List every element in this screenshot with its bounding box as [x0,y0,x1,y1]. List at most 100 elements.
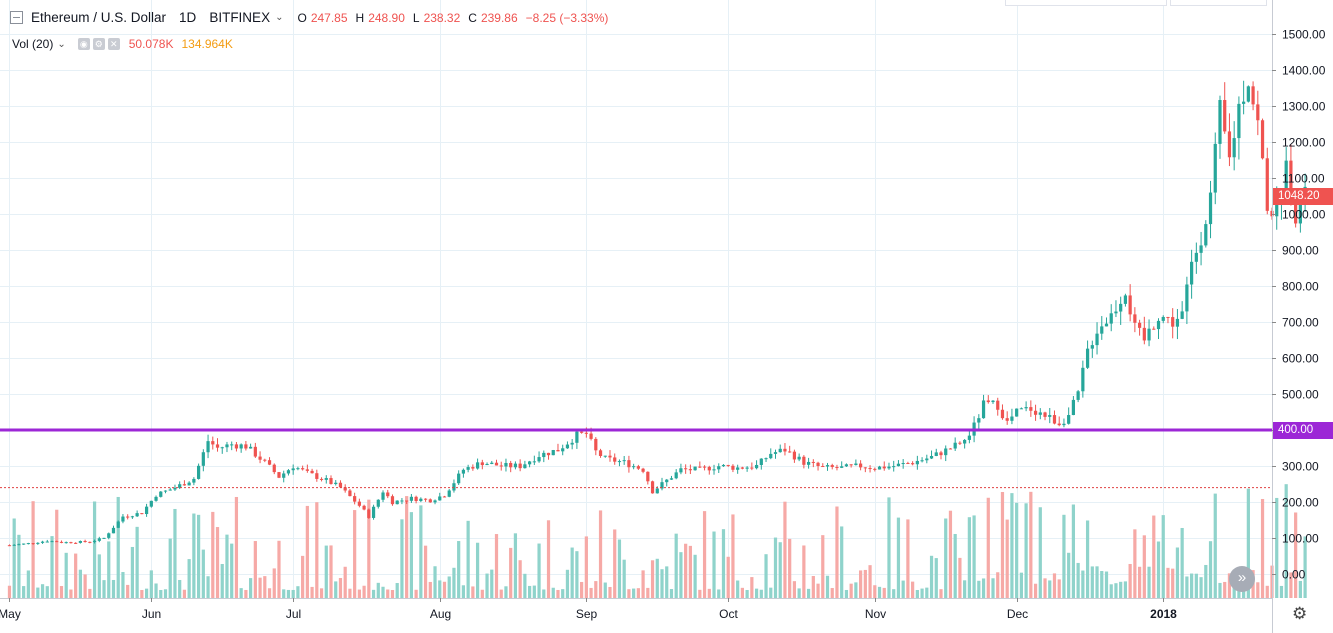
candle-body [977,418,981,423]
volume-bar [1100,571,1104,598]
volume-bar [1095,566,1099,598]
volume-bar [230,543,234,598]
volume-bar [991,578,995,598]
volume-bar [215,527,220,598]
volume-bar [622,559,626,598]
candle-body [731,465,735,470]
volume-bar [376,582,380,598]
high-label: H [355,10,365,25]
volume-bar [849,583,853,598]
volume-bar [92,501,97,598]
exchange-label[interactable]: BITFINEX [209,10,271,25]
change-value: −8.25 (−3.33%) [525,10,609,25]
volume-bar [414,589,418,598]
candle-body [1180,311,1184,319]
candle-body [130,516,135,518]
volume-bar [764,554,768,598]
candle-body [1227,131,1232,158]
gear-icon[interactable]: ⚙ [1292,604,1308,623]
volume-bar [499,589,503,598]
volume-bar [220,563,224,598]
volume-bar [532,585,536,598]
x-tick-label: 2018 [1150,607,1177,621]
volume-bar [811,576,815,598]
volume-bar [461,585,466,598]
volume-bar [915,589,919,598]
volume-bar [286,589,291,598]
volume-bar [939,589,943,598]
candle-body [684,468,688,470]
volume-bar [1265,585,1269,598]
candle-body [1071,399,1076,416]
candle-body [277,472,281,478]
candle-body [291,468,295,471]
candle-body [405,500,409,502]
interval-label[interactable]: 1D [179,10,197,25]
candle-body [617,461,622,463]
volume-bar [584,536,588,598]
y-tick-label: 1400.00 [1282,64,1326,78]
chevron-down-icon[interactable]: ⌄ [275,12,284,23]
toolbar-tab-right[interactable] [1170,0,1267,6]
candle-body [948,448,953,450]
volume-bar [655,558,659,598]
volume-bar [513,533,518,598]
candle-body [409,496,413,501]
volume-bar [45,586,49,598]
candle-body [1029,407,1033,411]
candle-body [707,466,711,471]
volume-bar [239,588,243,598]
candle-body [78,541,82,543]
candle-body [859,463,863,468]
volume-bar [608,586,612,598]
candle-body [740,467,745,469]
volume-bar [116,496,120,598]
scroll-to-realtime-button[interactable]: » [1229,566,1255,592]
volume-bar [1194,573,1198,598]
symbol-name[interactable]: Ethereum / U.S. Dollar [31,10,167,25]
eye-icon[interactable]: ◉ [77,38,90,50]
volume-bar [632,588,636,598]
candle-body [873,468,877,470]
volume-bar [1052,573,1057,598]
candle-body [395,500,399,505]
collapse-icon[interactable] [10,11,23,24]
settings-icon[interactable]: ⚙ [92,38,105,50]
candle-body [149,500,153,507]
toolbar-tab-left[interactable] [1005,0,1167,6]
candle-body [622,460,626,462]
volume-bar [1161,515,1165,598]
candle-body [1208,192,1213,225]
volume-bar [565,569,570,598]
volume-bar [830,588,834,598]
candle-body [192,478,196,483]
volume-bar [485,573,489,598]
volume-bar [55,509,59,598]
candle-body [168,489,172,491]
candle-body [386,492,390,497]
candle-body [608,455,612,458]
candle-body [981,400,986,419]
candle-body [83,541,87,543]
volume-bar [1067,552,1071,598]
candle-body [362,505,366,510]
candle-body [915,460,919,465]
volume-bar [792,581,797,598]
candle-body [26,543,30,545]
candle-body [1260,120,1265,159]
volume-bar [561,589,565,598]
candle-body [1052,415,1057,424]
candle-body [97,538,101,541]
volume-bar [348,588,352,598]
candle-body [565,444,570,449]
candle-body [253,446,257,457]
volume-chevron-down-icon[interactable]: ⌄ [57,38,66,50]
candle-body [249,446,253,449]
close-icon[interactable]: ✕ [107,38,120,50]
volume-study-name[interactable]: Vol (20) [12,37,54,51]
candle-body [1005,418,1009,421]
candle-body [688,469,692,471]
candle-body [239,444,243,449]
candle-body [144,506,149,515]
